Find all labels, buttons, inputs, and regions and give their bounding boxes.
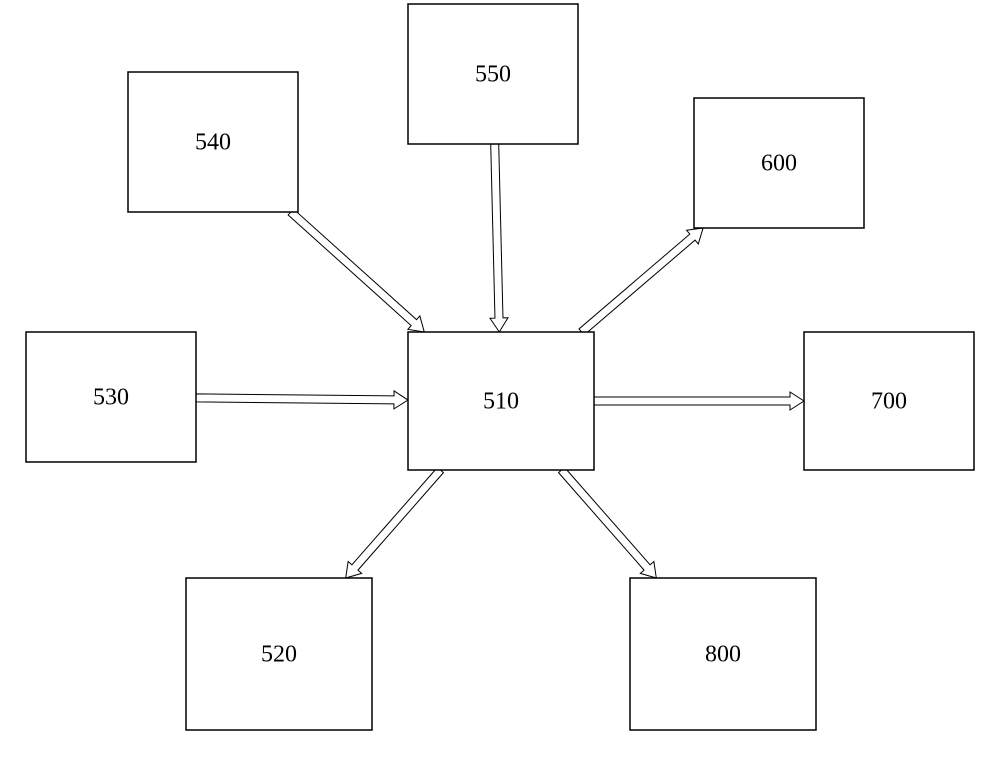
node-700: 700 (804, 332, 974, 470)
node-label: 520 (261, 642, 297, 668)
arrow (196, 391, 408, 409)
arrow (579, 228, 703, 335)
node-800: 800 (630, 578, 816, 730)
node-label: 540 (195, 130, 231, 156)
node-540: 540 (128, 72, 298, 212)
arrow (288, 209, 424, 332)
node-label: 510 (483, 389, 519, 415)
node-600: 600 (694, 98, 864, 228)
node-label: 530 (93, 385, 129, 411)
node-510: 510 (408, 332, 594, 470)
nodes-layer: 510 550 540 530 520 600 700 800 (26, 4, 974, 730)
arrow (490, 144, 508, 332)
diagram-canvas: 510 550 540 530 520 600 700 800 (0, 0, 1000, 778)
node-label: 600 (761, 151, 797, 177)
node-label: 700 (871, 389, 907, 415)
node-label: 800 (705, 642, 741, 668)
arrow (346, 467, 444, 578)
node-530: 530 (26, 332, 196, 462)
node-520: 520 (186, 578, 372, 730)
node-550: 550 (408, 4, 578, 144)
arrow (594, 392, 804, 410)
node-label: 550 (475, 62, 511, 88)
arrow (559, 467, 657, 578)
